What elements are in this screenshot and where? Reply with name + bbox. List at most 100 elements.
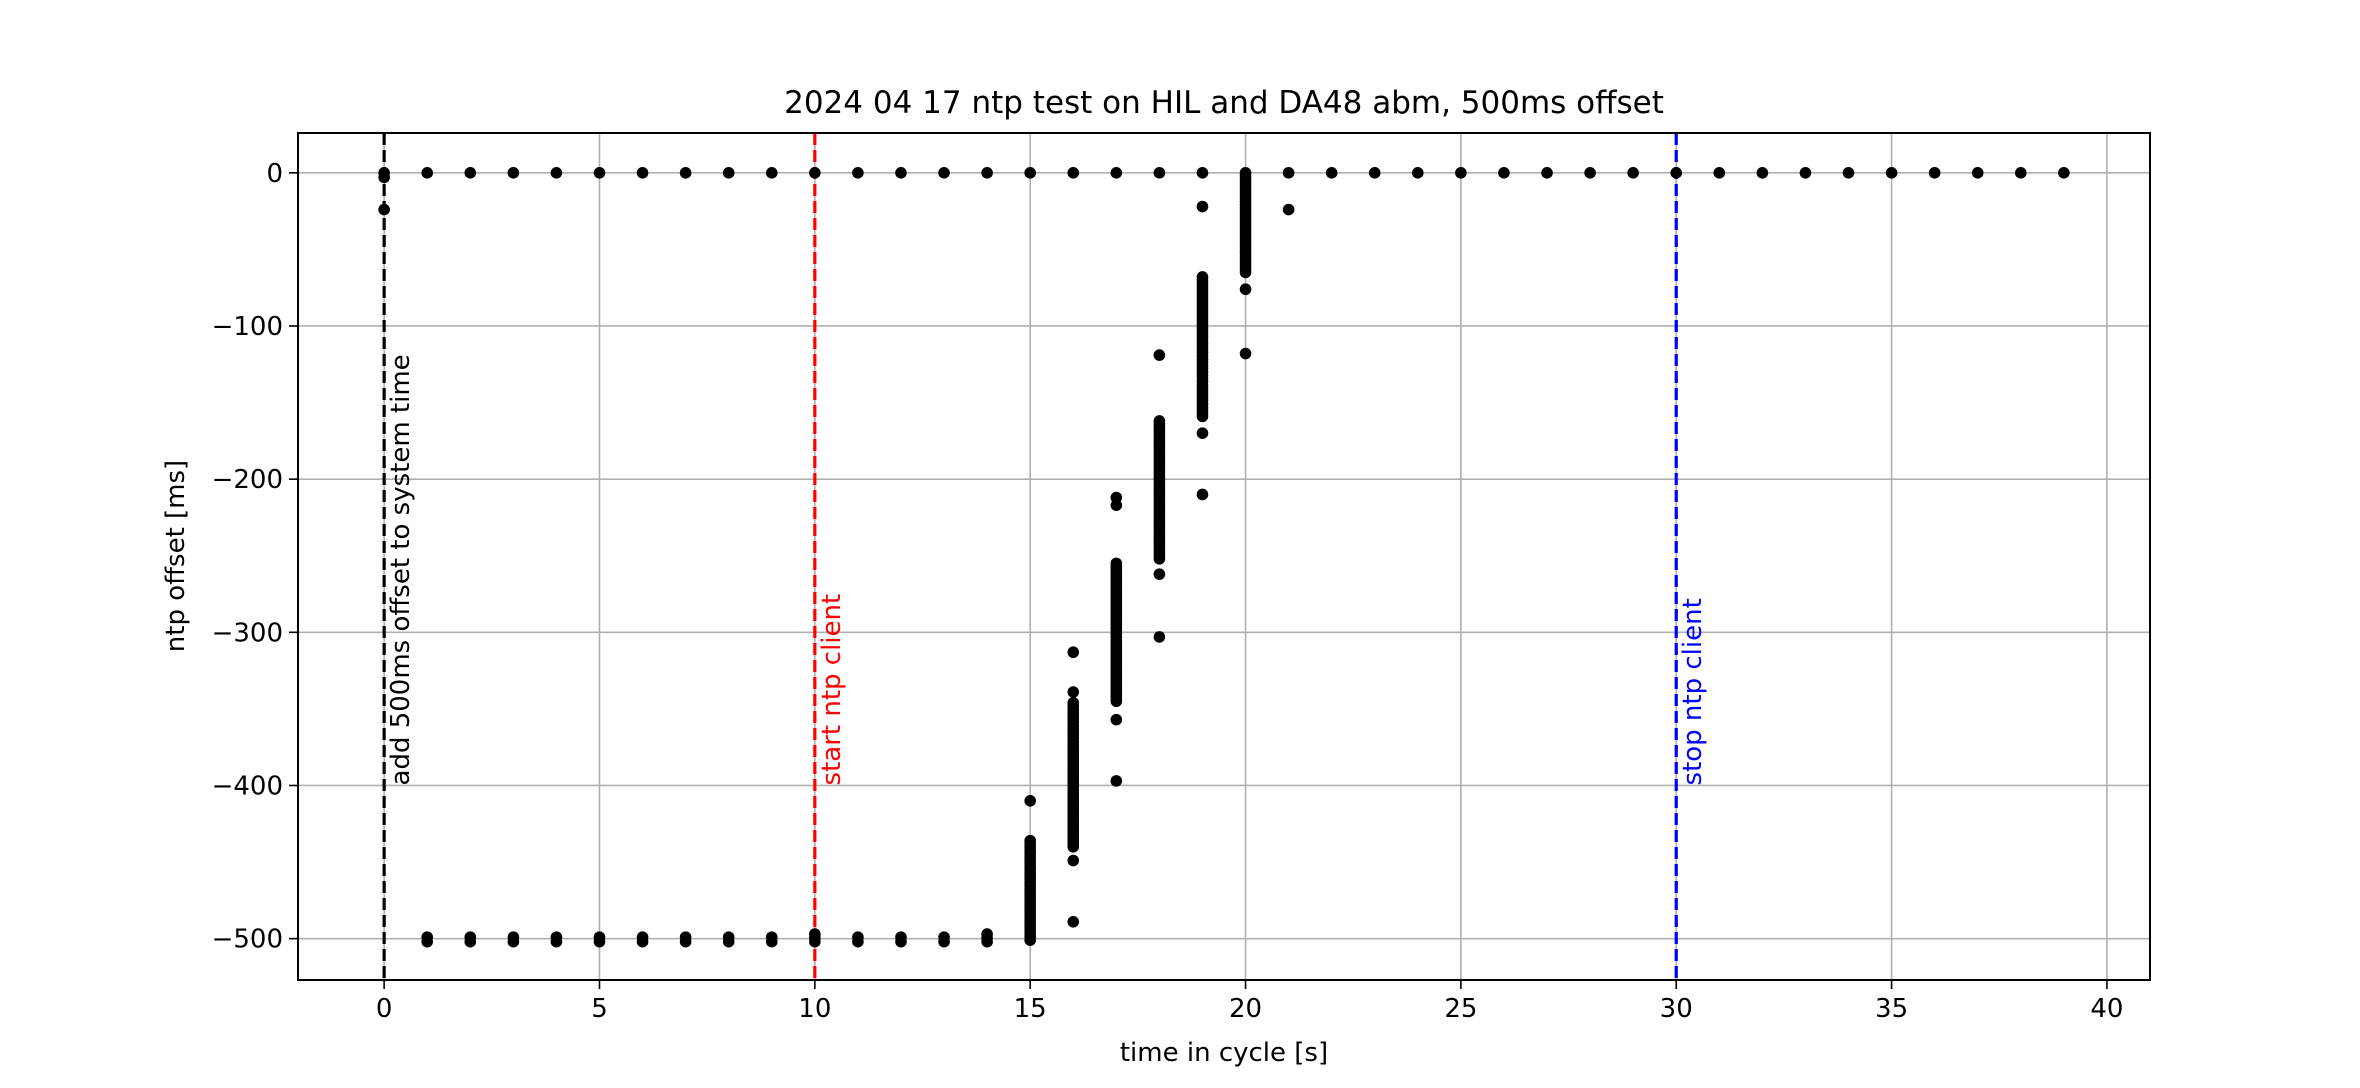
data-point [1713, 167, 1726, 179]
data-point [421, 935, 434, 948]
data-point [981, 167, 993, 179]
vline-label: add 500ms offset to system time [386, 354, 416, 785]
data-point [1110, 775, 1123, 787]
data-point [1110, 499, 1123, 511]
y-ticks: 0 −100 −200 −300 −400 −500 [212, 159, 298, 955]
data-point [1239, 283, 1252, 296]
y-tick-label: −200 [212, 465, 283, 495]
data-point [852, 167, 864, 179]
data-point [1842, 167, 1855, 179]
x-axis-label: time in cycle [s] [1120, 1038, 1328, 1068]
data-point [765, 935, 778, 948]
data-point [1196, 167, 1209, 179]
x-tick-label: 30 [1660, 994, 1693, 1024]
data-point [1067, 854, 1080, 867]
data-point [809, 167, 821, 179]
data-point [636, 167, 649, 179]
data-point [938, 935, 950, 948]
data-point [636, 935, 649, 948]
x-tick-label: 10 [798, 994, 831, 1024]
data-point [1196, 410, 1209, 423]
data-point [1067, 167, 1080, 179]
data-point [938, 167, 950, 179]
data-point [1153, 167, 1166, 179]
data-point [550, 935, 563, 948]
data-point [378, 171, 390, 184]
data-point [1024, 794, 1036, 807]
vertical-markers: add 500ms offset to system time start ntp… [382, 133, 1708, 980]
data-point [722, 167, 735, 179]
data-point [1799, 167, 1812, 179]
y-axis-label: ntp offset [ms] [161, 460, 191, 652]
data-point [1412, 167, 1424, 179]
data-point [464, 935, 477, 948]
vline-label: stop ntp client [1678, 598, 1708, 785]
data-point [1455, 167, 1467, 179]
data-point [2058, 167, 2070, 179]
data-point [1756, 167, 1769, 179]
data-point [1885, 167, 1898, 179]
x-tick-label: 25 [1444, 994, 1477, 1024]
data-point [722, 935, 735, 948]
y-tick-label: −300 [212, 618, 283, 648]
data-point [1067, 915, 1080, 928]
data-point [1239, 347, 1252, 360]
data-point [593, 167, 606, 179]
x-tick-label: 0 [376, 994, 393, 1024]
data-point [421, 167, 434, 179]
data-point [1928, 167, 1941, 179]
data-point [895, 167, 907, 179]
data-point [1153, 631, 1166, 643]
data-point [550, 167, 563, 179]
grid [298, 133, 2150, 980]
data-point [378, 203, 390, 216]
data-point [464, 167, 477, 179]
data-point [1368, 167, 1381, 179]
data-point [1670, 167, 1683, 179]
data-point [507, 167, 520, 179]
x-tick-label: 20 [1229, 994, 1262, 1024]
data-point [679, 935, 692, 948]
data-point [507, 935, 520, 948]
vline-label: start ntp client [817, 594, 847, 786]
data-point [1541, 167, 1553, 179]
x-tick-label: 5 [591, 994, 608, 1024]
data-point [1024, 167, 1036, 179]
data-point [1153, 349, 1166, 361]
data-point [1584, 167, 1596, 179]
data-point [1024, 934, 1036, 946]
data-point [1196, 200, 1209, 213]
x-ticks: 0 5 10 15 20 25 30 35 40 [376, 980, 2123, 1024]
data-point [1196, 488, 1209, 501]
data-point [1110, 167, 1123, 179]
y-tick-label: 0 [266, 159, 283, 189]
data-point [1110, 713, 1123, 726]
data-point [1282, 167, 1295, 179]
y-tick-label: −100 [212, 312, 283, 342]
y-tick-label: −500 [212, 925, 283, 955]
data-point [981, 935, 993, 948]
data-point [1325, 167, 1338, 179]
x-tick-label: 15 [1014, 994, 1047, 1024]
data-point [1498, 167, 1510, 179]
data-point [1971, 167, 1984, 179]
data-point [809, 935, 821, 948]
x-tick-label: 40 [2090, 994, 2123, 1024]
data-point [1110, 695, 1123, 708]
data-point [593, 935, 606, 948]
plot-frame [297, 132, 2151, 981]
data-point [1627, 167, 1639, 179]
data-point [895, 935, 907, 948]
data-point [1067, 646, 1080, 659]
data-point [1153, 552, 1166, 565]
data-point [1067, 840, 1080, 853]
data-point [2014, 167, 2027, 179]
data-point [765, 167, 778, 179]
data-point [1239, 266, 1252, 279]
data-point [1196, 427, 1209, 440]
data-point [1153, 568, 1166, 580]
x-tick-label: 35 [1875, 994, 1908, 1024]
data-point [679, 167, 692, 179]
